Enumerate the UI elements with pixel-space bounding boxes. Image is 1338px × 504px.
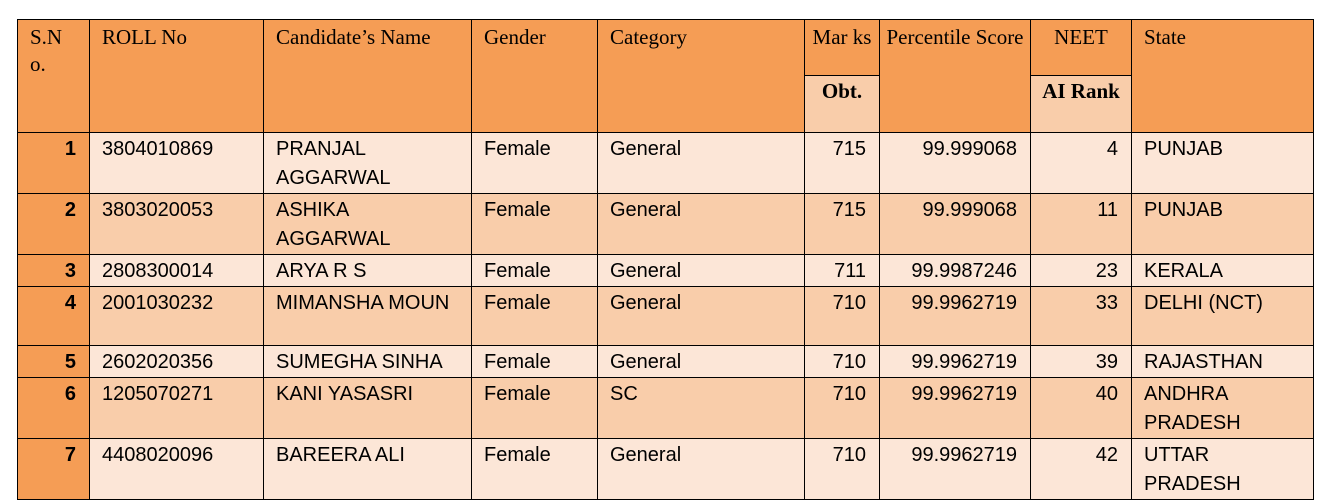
name-cell: ARYA R S [263, 254, 472, 287]
rank-cell: 42 [1030, 438, 1132, 500]
name-cell: MIMANSHA MOUN [263, 286, 472, 346]
roll-cell: 3803020053 [89, 193, 264, 255]
results-table-wrapper: S.N o. ROLL No Candidate’s Name Gender C… [17, 19, 1314, 500]
state-cell: PUNJAB [1131, 193, 1314, 255]
sno-cell: 4 [17, 286, 90, 346]
rank-cell: 4 [1030, 132, 1132, 194]
state-cell: PUNJAB [1131, 132, 1314, 194]
roll-cell: 4408020096 [89, 438, 264, 500]
roll-cell: 1205070271 [89, 377, 264, 439]
marks-cell: 710 [804, 345, 880, 378]
header-percentile: Percentile Score [879, 19, 1031, 133]
sno-cell: 6 [17, 377, 90, 439]
table-row: 1 3804010869 PRANJAL AGGARWAL Female Gen… [17, 132, 1314, 194]
rank-cell: 40 [1030, 377, 1132, 439]
table-row: 3 2808300014 ARYA R S Female General 711… [17, 254, 1314, 287]
marks-cell: 711 [804, 254, 880, 287]
percentile-cell: 99.9962719 [879, 438, 1031, 500]
header-ai-rank: AI Rank [1030, 75, 1132, 133]
sno-cell: 3 [17, 254, 90, 287]
sno-cell: 1 [17, 132, 90, 194]
marks-cell: 715 [804, 193, 880, 255]
table-row: 7 4408020096 BAREERA ALI Female General … [17, 438, 1314, 500]
header-candidate-name: Candidate’s Name [263, 19, 472, 133]
name-cell: BAREERA ALI [263, 438, 472, 500]
sno-cell: 5 [17, 345, 90, 378]
table-row: 5 2602020356 SUMEGHA SINHA Female Genera… [17, 345, 1314, 378]
state-cell: UTTAR PRADESH [1131, 438, 1314, 500]
name-cell: KANI YASASRI [263, 377, 472, 439]
name-cell: ASHIKA AGGARWAL [263, 193, 472, 255]
roll-cell: 2602020356 [89, 345, 264, 378]
roll-cell: 2001030232 [89, 286, 264, 346]
state-cell: RAJASTHAN [1131, 345, 1314, 378]
table-row: 6 1205070271 KANI YASASRI Female SC 710 … [17, 377, 1314, 439]
category-cell: General [597, 438, 805, 500]
results-table: S.N o. ROLL No Candidate’s Name Gender C… [17, 19, 1314, 500]
marks-cell: 715 [804, 132, 880, 194]
percentile-cell: 99.9987246 [879, 254, 1031, 287]
marks-cell: 710 [804, 286, 880, 346]
roll-cell: 3804010869 [89, 132, 264, 194]
header-category: Category [597, 19, 805, 133]
gender-cell: Female [471, 286, 598, 346]
sno-cell: 2 [17, 193, 90, 255]
category-cell: General [597, 132, 805, 194]
name-cell: PRANJAL AGGARWAL [263, 132, 472, 194]
gender-cell: Female [471, 345, 598, 378]
gender-cell: Female [471, 438, 598, 500]
category-cell: General [597, 193, 805, 255]
name-cell: SUMEGHA SINHA [263, 345, 472, 378]
category-cell: General [597, 254, 805, 287]
category-cell: General [597, 345, 805, 378]
state-cell: ANDHRA PRADESH [1131, 377, 1314, 439]
rank-cell: 39 [1030, 345, 1132, 378]
gender-cell: Female [471, 132, 598, 194]
rank-cell: 33 [1030, 286, 1132, 346]
state-cell: DELHI (NCT) [1131, 286, 1314, 346]
percentile-cell: 99.9962719 [879, 377, 1031, 439]
gender-cell: Female [471, 377, 598, 439]
category-cell: General [597, 286, 805, 346]
rank-cell: 23 [1030, 254, 1132, 287]
state-cell: KERALA [1131, 254, 1314, 287]
header-marks-obt: Obt. [804, 75, 880, 133]
header-gender: Gender [471, 19, 598, 133]
header-sno: S.N o. [17, 19, 90, 133]
percentile-cell: 99.999068 [879, 193, 1031, 255]
header-state: State [1131, 19, 1314, 133]
percentile-cell: 99.9962719 [879, 345, 1031, 378]
table-row: 4 2001030232 MIMANSHA MOUN Female Genera… [17, 286, 1314, 346]
header-marks: Mar ks [804, 19, 880, 76]
roll-cell: 2808300014 [89, 254, 264, 287]
header-neet: NEET [1030, 19, 1132, 76]
gender-cell: Female [471, 254, 598, 287]
marks-cell: 710 [804, 377, 880, 439]
table-row: 2 3803020053 ASHIKA AGGARWAL Female Gene… [17, 193, 1314, 255]
rank-cell: 11 [1030, 193, 1132, 255]
category-cell: SC [597, 377, 805, 439]
percentile-cell: 99.999068 [879, 132, 1031, 194]
marks-cell: 710 [804, 438, 880, 500]
header-roll-no: ROLL No [89, 19, 264, 133]
gender-cell: Female [471, 193, 598, 255]
percentile-cell: 99.9962719 [879, 286, 1031, 346]
sno-cell: 7 [17, 438, 90, 500]
